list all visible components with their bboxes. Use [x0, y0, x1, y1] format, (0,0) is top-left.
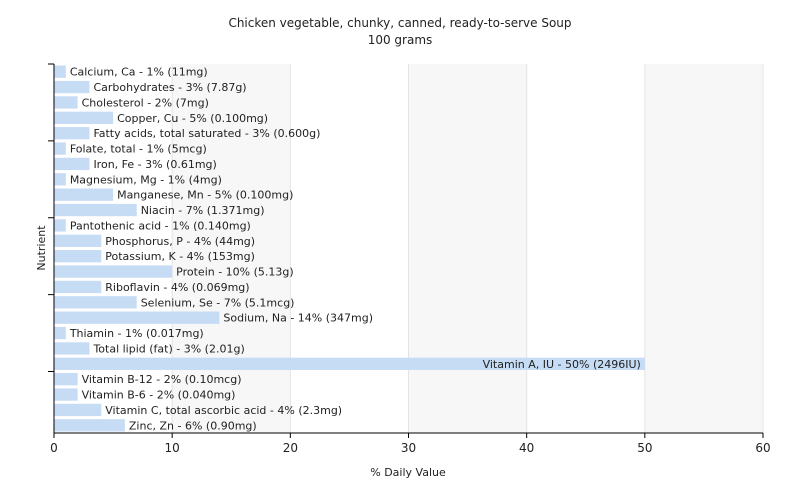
bar [54, 127, 90, 140]
bar [54, 311, 220, 324]
bar-label: Iron, Fe - 3% (0.61mg) [93, 158, 216, 171]
x-tick-label: 40 [519, 441, 534, 455]
y-axis-title: Nutrient [35, 225, 48, 271]
bar-label: Zinc, Zn - 6% (0.90mg) [129, 419, 257, 432]
chart-x-ticks: 0 10 20 30 40 50 60 [50, 433, 771, 455]
bar-label: Copper, Cu - 5% (0.100mg) [117, 112, 268, 125]
bar [54, 342, 90, 355]
bar [54, 173, 66, 186]
bar-label: Vitamin B-6 - 2% (0.040mg) [82, 389, 236, 402]
x-tick-label: 0 [50, 441, 58, 455]
bar-label: Riboflavin - 4% (0.069mg) [105, 281, 249, 294]
x-axis-title: % Daily Value [370, 466, 446, 479]
bar [54, 142, 66, 155]
x-tick-label: 20 [283, 441, 298, 455]
bar [54, 326, 66, 340]
bar-label: Vitamin A, IU - 50% (2496IU) [483, 358, 641, 371]
bar [54, 280, 102, 294]
bar [54, 111, 114, 124]
bar [54, 403, 102, 417]
grid-band [526, 64, 645, 433]
bar [54, 157, 90, 171]
bar [54, 250, 102, 263]
x-tick-label: 30 [401, 441, 416, 455]
bar [54, 65, 66, 78]
bar-label: Phosphorus, P - 4% (44mg) [105, 235, 255, 248]
bar [54, 265, 173, 278]
chart-title: Chicken vegetable, chunky, canned, ready… [228, 16, 571, 30]
bar [54, 219, 66, 232]
bar-label: Cholesterol - 2% (7mg) [82, 96, 209, 109]
bar-label: Selenium, Se - 7% (5.1mcg) [141, 296, 295, 309]
bar [54, 234, 102, 247]
bar-label: Sodium, Na - 14% (347mg) [223, 312, 373, 325]
bar [54, 80, 90, 94]
grid-band [408, 64, 527, 433]
bar-label: Niacin - 7% (1.371mg) [141, 204, 265, 217]
chart-grid [54, 64, 764, 433]
bar-label: Manganese, Mn - 5% (0.100mg) [117, 189, 293, 202]
x-tick-label: 60 [755, 441, 770, 455]
x-tick-label: 50 [637, 441, 652, 455]
bar [54, 296, 137, 309]
bar [54, 373, 78, 386]
bar-label: Pantothenic acid - 1% (0.140mg) [70, 219, 251, 232]
bar [54, 419, 125, 432]
bar [54, 96, 78, 109]
bar-label: Folate, total - 1% (5mcg) [70, 143, 207, 156]
bar-label: Potassium, K - 4% (153mg) [105, 250, 255, 263]
grid-band [290, 64, 409, 433]
chart-subtitle: 100 grams [368, 33, 433, 47]
bar [54, 203, 137, 217]
bar-label: Fatty acids, total saturated - 3% (0.600… [93, 127, 320, 140]
grid-band [54, 64, 173, 433]
bar [54, 388, 78, 401]
bar-label: Vitamin C, total ascorbic acid - 4% (2.3… [105, 404, 342, 417]
grid-band [644, 64, 763, 433]
x-tick-label: 10 [165, 441, 180, 455]
bar-label: Total lipid (fat) - 3% (2.01g) [92, 342, 244, 355]
bar-label: Carbohydrates - 3% (7.87g) [93, 81, 246, 94]
grid-band [172, 64, 291, 433]
chart-bars: Calcium, Ca - 1% (11mg) Carbohydrates - 3… [54, 65, 645, 432]
bar [54, 357, 645, 370]
bar-label: Magnesium, Mg - 1% (4mg) [70, 173, 222, 186]
bar-label: Thiamin - 1% (0.017mg) [69, 327, 204, 340]
bar-label: Vitamin B-12 - 2% (0.10mcg) [82, 373, 242, 386]
bar-label: Calcium, Ca - 1% (11mg) [70, 66, 208, 79]
bar-label: Protein - 10% (5.13g) [176, 266, 294, 279]
bar [54, 188, 114, 201]
